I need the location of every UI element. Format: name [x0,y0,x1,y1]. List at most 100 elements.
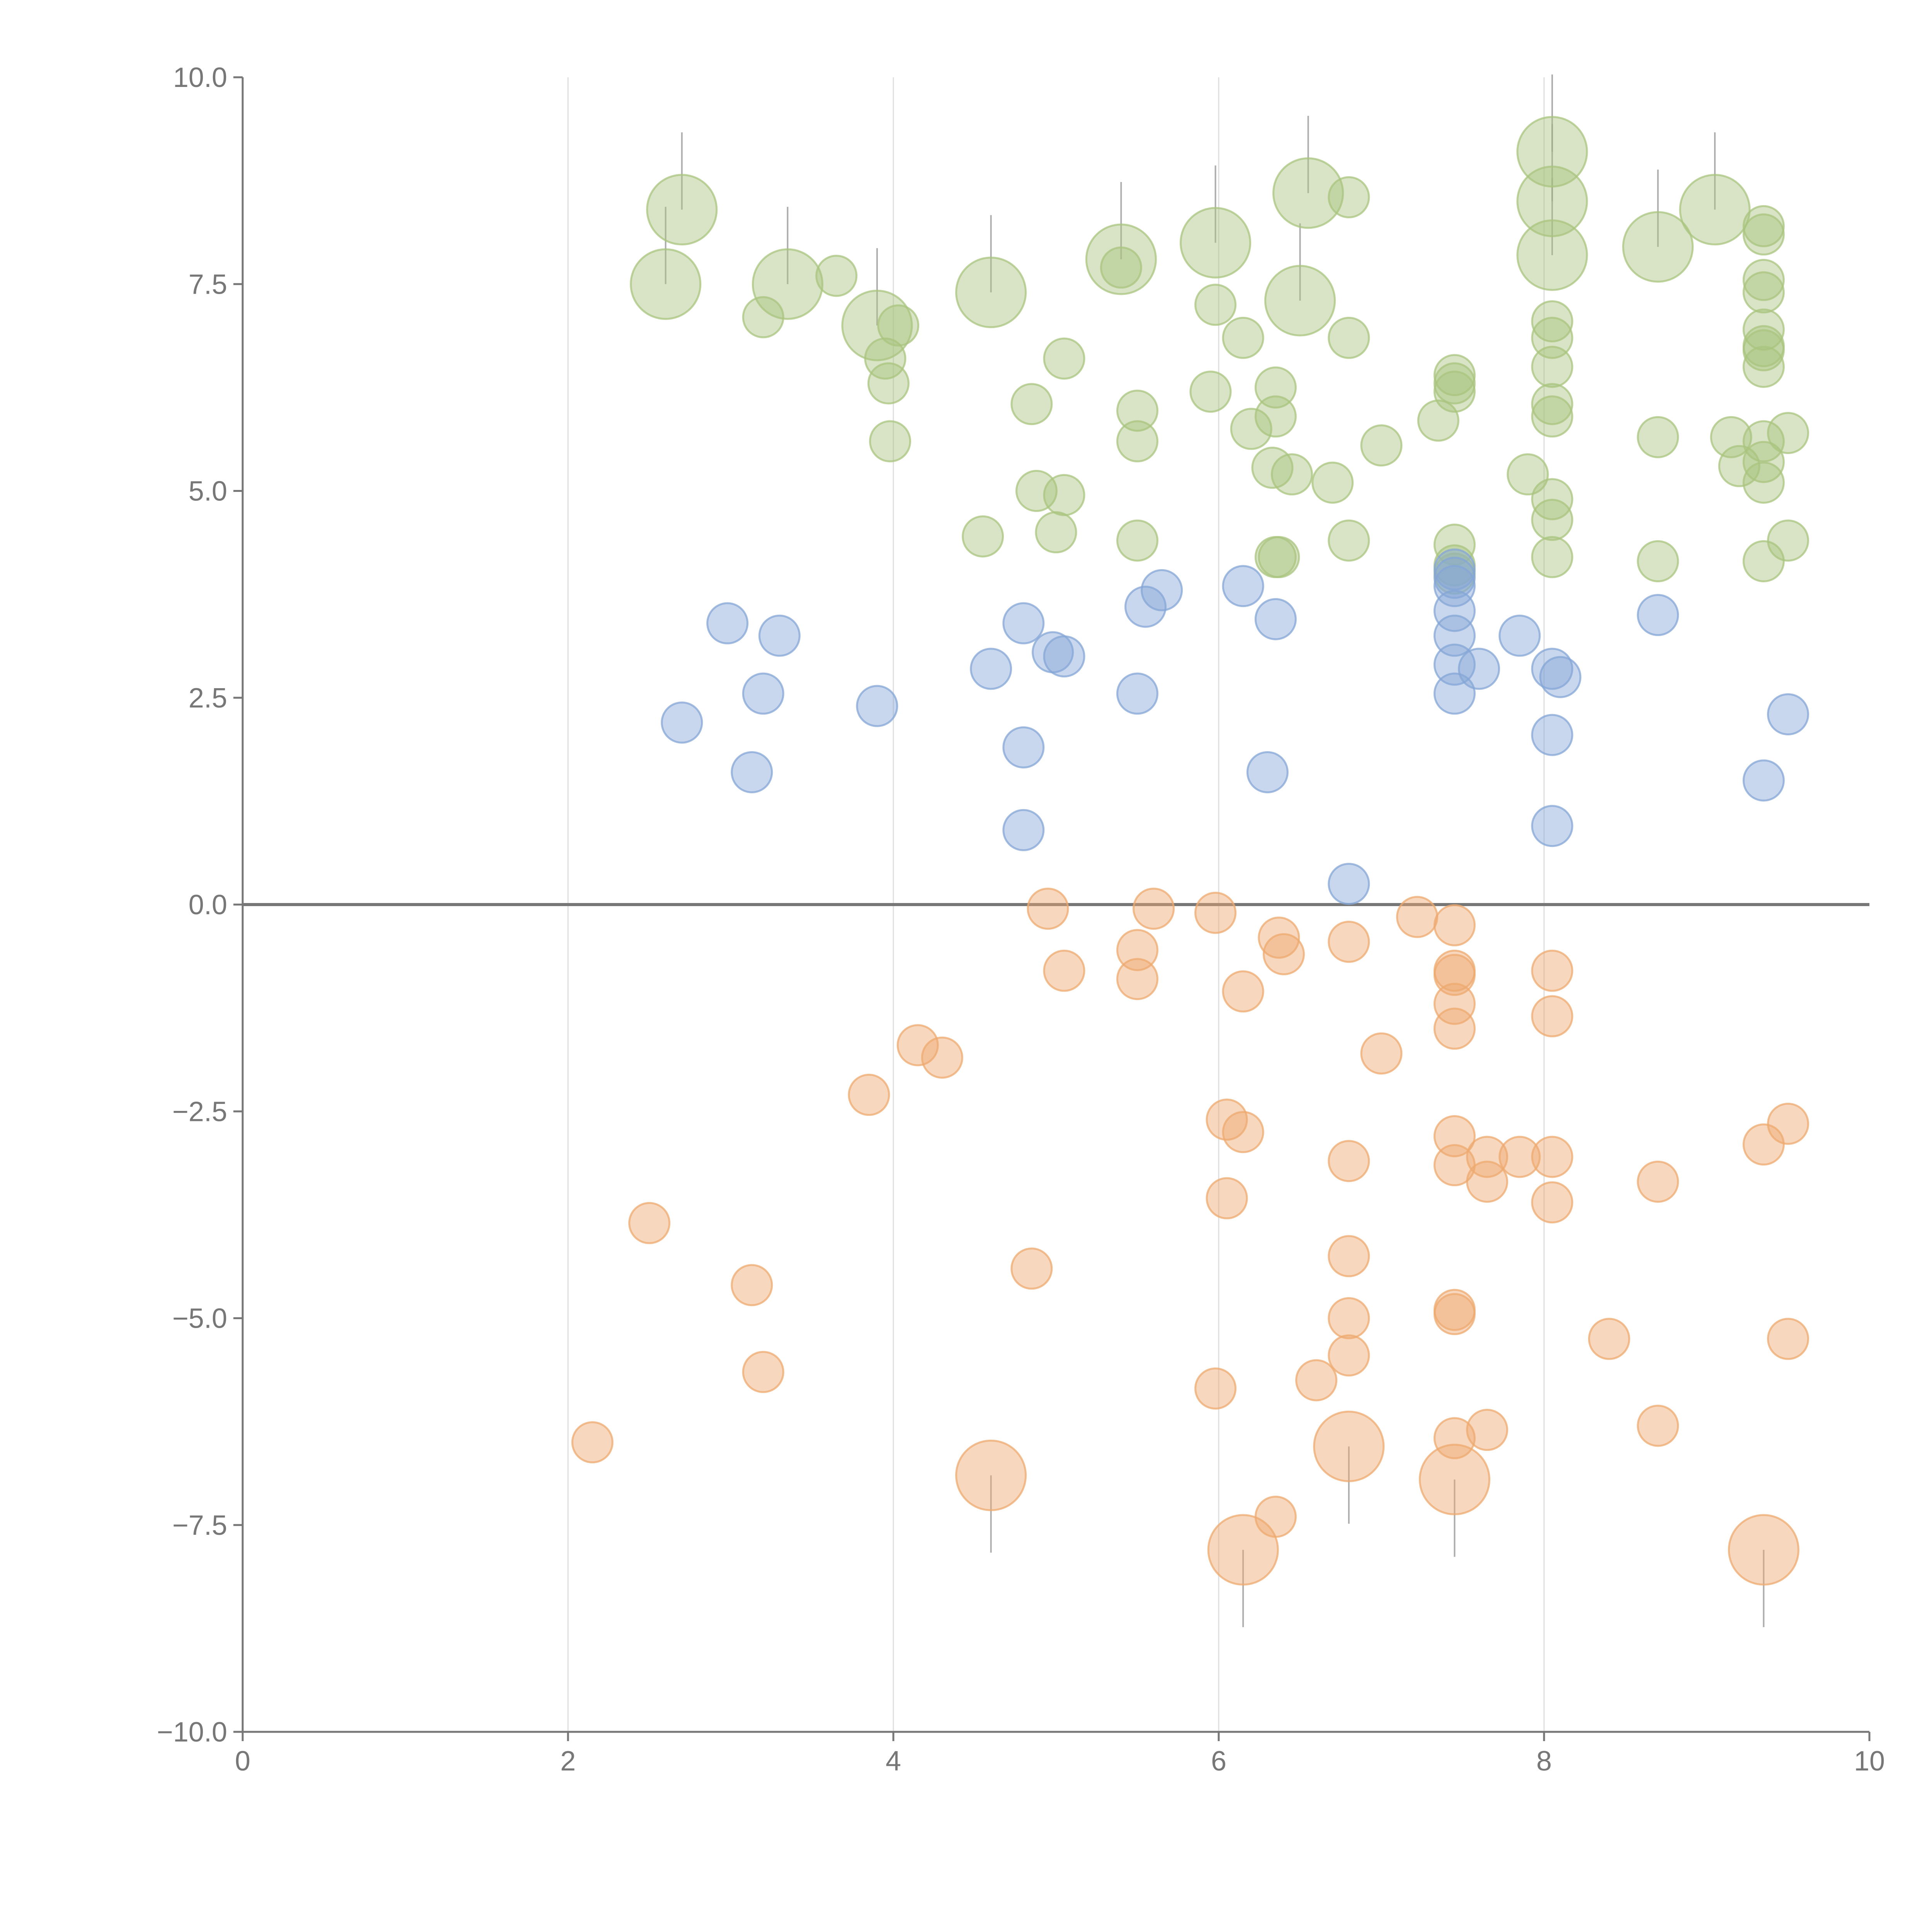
data-point [1328,176,1370,218]
leader-layer [665,74,1765,1627]
data-point [1418,1444,1491,1515]
y-tick-label: 2.5 [189,683,227,714]
data-point [1311,461,1354,504]
data-point [1254,366,1297,409]
data-point [758,614,801,657]
data-point [1124,585,1167,628]
data-point [1043,949,1085,992]
data-point [1742,1123,1785,1166]
data-point [1433,565,1476,607]
data-point [1531,805,1573,847]
data-point [1531,1181,1573,1224]
data-point [1433,1007,1476,1050]
data-point [1328,519,1370,562]
data-point [1767,519,1809,562]
x-tick-label: 2 [560,1746,576,1777]
y-tick-label: −10.0 [157,1717,227,1748]
data-point [1637,1405,1679,1447]
data-point [1531,714,1573,756]
data-point [1637,1160,1679,1203]
data-point [1742,345,1785,388]
x-tick-label: 10 [1854,1746,1885,1777]
data-point [1002,809,1045,851]
data-point [1222,316,1264,359]
label-layer: 0 2 4 6 8 10 −10.0 −7.5 −5.0 −2.5 0.0 2.5 5.0 7.5 10.0 [157,62,1885,1777]
data-point [1133,888,1175,930]
data-point [1539,656,1582,698]
x-tick-label: 4 [886,1746,901,1777]
x-tick-label: 0 [235,1746,250,1777]
y-tick-label: 7.5 [189,269,227,300]
data-point [1328,1334,1370,1377]
data-point [706,602,749,645]
data-point [1433,1417,1476,1459]
data-point [731,751,773,793]
data-point [1116,519,1158,562]
data-point [1767,412,1809,454]
data-point [1466,1409,1509,1451]
data-point [1141,569,1183,611]
data-point [1531,316,1573,359]
data-point [1116,389,1158,432]
data-point [1254,1495,1297,1538]
data-point [962,515,1004,558]
data-point [896,1024,939,1066]
data-point [1258,917,1300,959]
data-point [1531,536,1573,578]
data-point [1531,395,1573,438]
data-point [1622,211,1694,283]
data-point [1206,1177,1248,1219]
data-point [1100,246,1142,289]
data-point [955,1439,1027,1511]
data-point [1043,635,1085,678]
data-point [1531,949,1573,992]
data-point [1637,416,1679,458]
data-point [1272,157,1344,229]
data-point [1466,1160,1509,1203]
data-point [1531,498,1573,541]
data-point [1222,970,1264,1013]
data-point [867,362,910,405]
data-point [970,648,1012,690]
data-point [1295,1359,1338,1401]
data-point [1194,891,1237,934]
data-point [856,685,898,727]
data-point [1010,383,1053,425]
data-point [628,1202,670,1244]
data-point [1270,453,1313,496]
data-point [1466,1136,1509,1178]
data-point [1207,1514,1279,1586]
data-point [1637,594,1679,636]
bubble-layer [571,116,1809,1586]
data-point [661,701,703,744]
data-point [1328,862,1370,905]
data-point [1010,1247,1053,1290]
data-point [841,289,913,361]
data-point [1433,614,1476,657]
data-point [1116,420,1158,463]
data-point [1180,207,1252,279]
y-tick-label: 0.0 [189,889,227,920]
data-point [1728,1514,1799,1586]
data-point [646,173,718,246]
data-point [731,1264,773,1306]
data-point [1002,602,1045,645]
data-point [1588,1318,1630,1360]
data-point [752,248,823,320]
data-point [630,248,702,320]
data-point [848,1073,890,1116]
data-point [1043,474,1085,516]
data-point [1015,470,1058,512]
data-point [1328,1140,1370,1182]
data-point [1254,395,1297,438]
data-point [1767,1102,1809,1145]
data-point [1742,213,1785,256]
data-point [1313,1410,1385,1482]
data-point [1262,933,1305,975]
data-point [1531,300,1573,343]
data-point [1264,265,1336,337]
data-point [1433,954,1476,996]
data-point [1002,726,1045,769]
data-point [955,257,1027,328]
data-point [1433,1293,1476,1335]
